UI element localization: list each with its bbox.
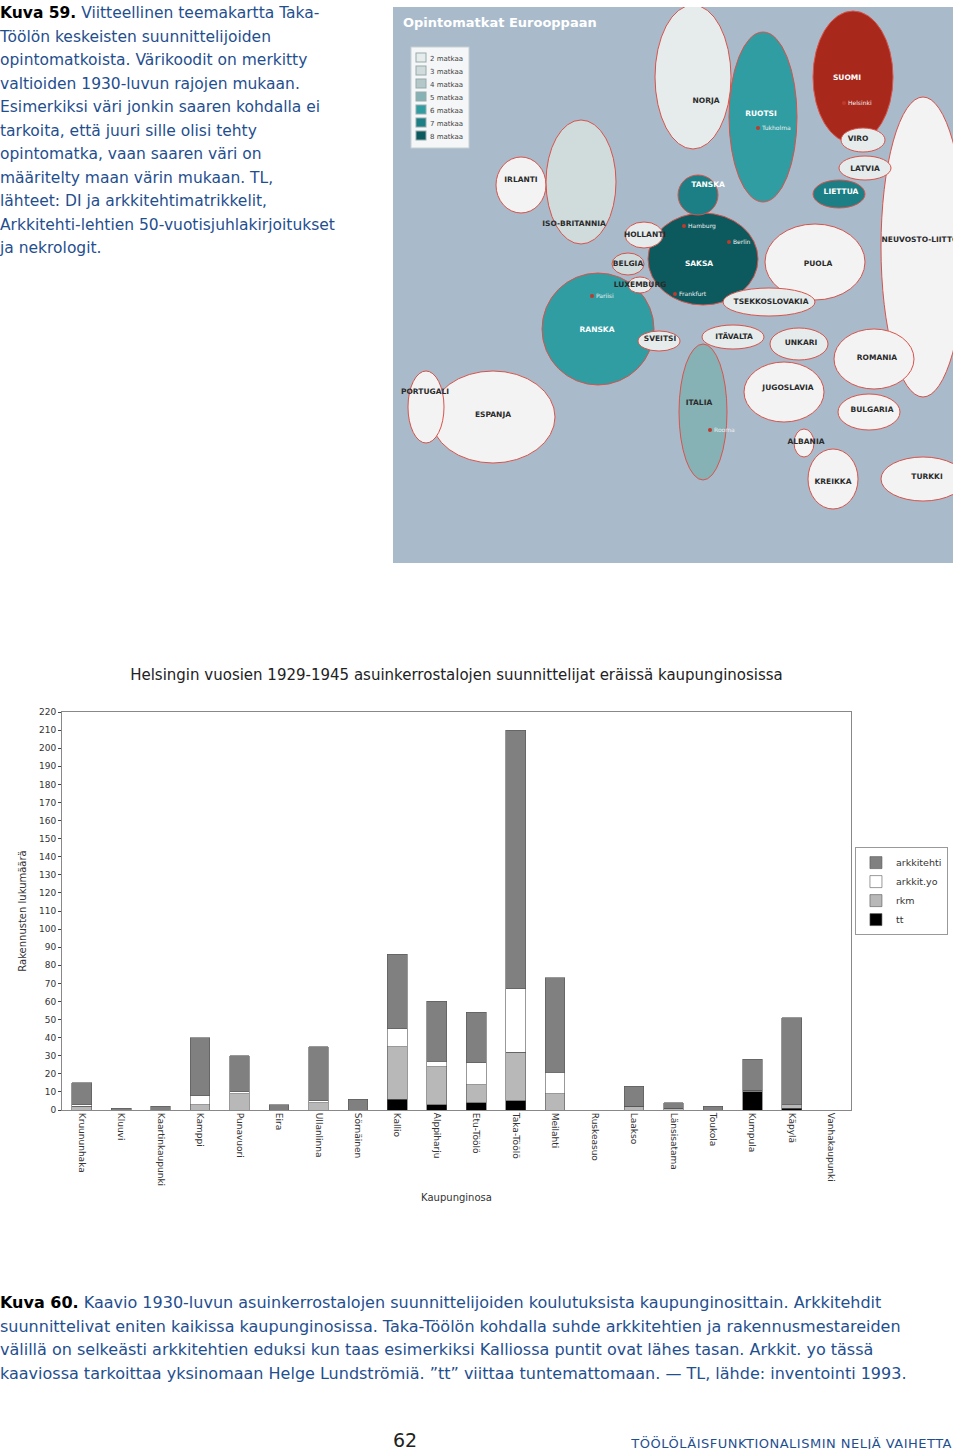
svg-text:Toukola: Toukola [708, 1112, 718, 1147]
svg-text:Kaupunginosa: Kaupunginosa [421, 1192, 492, 1203]
svg-text:Ruskeasuo: Ruskeasuo [590, 1113, 600, 1162]
svg-text:arkkitehti: arkkitehti [896, 857, 941, 868]
svg-text:220: 220 [39, 707, 56, 717]
svg-text:Helsingin vuosien 1929-1945 as: Helsingin vuosien 1929-1945 asuinkerrost… [130, 666, 783, 684]
svg-text:SVEITSI: SVEITSI [644, 334, 677, 343]
svg-text:RANSKA: RANSKA [580, 325, 615, 334]
html-text:Kuva 60. Kaavio 1930-luvun asu: Kuva 60. Kaavio 1930-luvun asuinkerrosta… [0, 1293, 907, 1383]
svg-text:LUXEMBURG: LUXEMBURG [614, 280, 667, 289]
svg-text:SUOMI: SUOMI [833, 73, 861, 82]
svg-text:110: 110 [39, 906, 56, 916]
svg-text:Laakso: Laakso [629, 1113, 639, 1145]
svg-text:ROMANIA: ROMANIA [857, 353, 897, 362]
svg-text:RUOTSI: RUOTSI [745, 109, 777, 118]
svg-text:40: 40 [45, 1033, 57, 1043]
svg-text:VIRO: VIRO [848, 134, 869, 143]
svg-text:SAKSA: SAKSA [685, 259, 713, 268]
svg-text:Alppiharju: Alppiharju [432, 1113, 442, 1159]
svg-text:Meilahti: Meilahti [550, 1113, 560, 1149]
svg-text:NEUVOSTO-LIITTO: NEUVOSTO-LIITTO [882, 235, 953, 244]
svg-text:Länsisatama: Länsisatama [669, 1113, 679, 1170]
svg-text:TURKKI: TURKKI [911, 472, 943, 481]
svg-text:Frankfurt: Frankfurt [679, 290, 707, 297]
svg-text:NORJA: NORJA [692, 96, 719, 105]
svg-text:80: 80 [45, 960, 57, 970]
svg-text:200: 200 [39, 743, 56, 753]
svg-text:Berlin: Berlin [733, 238, 751, 245]
svg-text:Kallio: Kallio [392, 1113, 402, 1138]
svg-text:TANSKA: TANSKA [691, 180, 725, 189]
svg-text:Opintomatkat Eurooppaan: Opintomatkat Eurooppaan [403, 15, 597, 30]
svg-text:ESPANJA: ESPANJA [475, 410, 511, 419]
svg-text:Sörnäinen: Sörnäinen [353, 1113, 363, 1158]
svg-text:Pariisi: Pariisi [596, 292, 614, 299]
svg-text:150: 150 [39, 834, 56, 844]
html-text:Kuva 59. Viitteellinen teemaka: Kuva 59. Viitteellinen teemakartta Taka-… [0, 4, 335, 257]
svg-text:Käpylä: Käpylä [787, 1113, 797, 1143]
svg-text:ISO-BRITANNIA: ISO-BRITANNIA [542, 219, 606, 228]
svg-text:120: 120 [39, 888, 56, 898]
svg-text:arkkit.yo: arkkit.yo [896, 876, 938, 887]
svg-text:4 matkaa: 4 matkaa [430, 81, 463, 89]
svg-text:90: 90 [45, 942, 57, 952]
svg-text:20: 20 [45, 1069, 57, 1079]
svg-text:30: 30 [45, 1051, 57, 1061]
svg-text:Vanhakaupunki: Vanhakaupunki [826, 1113, 836, 1182]
svg-text:ITÄVALTA: ITÄVALTA [715, 332, 753, 341]
svg-text:Ullanlinna: Ullanlinna [314, 1113, 324, 1158]
svg-text:3 matkaa: 3 matkaa [430, 68, 463, 76]
svg-text:Tukholma: Tukholma [761, 124, 791, 131]
svg-text:Hamburg: Hamburg [688, 222, 716, 230]
svg-text:190: 190 [39, 761, 56, 771]
svg-text:HOLLANTI: HOLLANTI [624, 230, 666, 239]
svg-text:LATVIA: LATVIA [850, 164, 880, 173]
svg-text:2 matkaa: 2 matkaa [430, 55, 463, 63]
svg-text:Rakennusten lukumäärä: Rakennusten lukumäärä [17, 850, 28, 971]
svg-text:Punavuori: Punavuori [235, 1113, 245, 1158]
svg-text:10: 10 [45, 1087, 57, 1097]
svg-text:PORTUGALI: PORTUGALI [401, 387, 449, 396]
svg-text:7 matkaa: 7 matkaa [430, 120, 463, 128]
svg-text:170: 170 [39, 798, 56, 808]
svg-text:130: 130 [39, 870, 56, 880]
svg-text:60: 60 [45, 997, 57, 1007]
svg-text:JUGOSLAVIA: JUGOSLAVIA [761, 383, 813, 392]
svg-text:Taka-Töölö: Taka-Töölö [511, 1112, 521, 1159]
svg-text:ALBANIA: ALBANIA [788, 437, 825, 446]
svg-text:Kamppi: Kamppi [195, 1113, 205, 1147]
svg-text:UNKARI: UNKARI [785, 338, 818, 347]
svg-text:0: 0 [50, 1105, 56, 1115]
svg-text:Kruununhaka: Kruununhaka [77, 1113, 87, 1173]
svg-text:Kaartinkaupunki: Kaartinkaupunki [156, 1113, 166, 1186]
svg-text:Etu-Töölö: Etu-Töölö [471, 1113, 481, 1154]
svg-text:BELGIA: BELGIA [613, 259, 644, 268]
svg-text:210: 210 [39, 725, 56, 735]
svg-text:100: 100 [39, 924, 56, 934]
svg-text:50: 50 [45, 1015, 57, 1025]
svg-text:IRLANTI: IRLANTI [504, 175, 538, 184]
svg-text:Kluuvi: Kluuvi [116, 1113, 126, 1141]
svg-text:BULGARIA: BULGARIA [851, 405, 894, 414]
svg-text:rkm: rkm [896, 895, 915, 906]
svg-text:LIETTUA: LIETTUA [824, 187, 859, 196]
svg-text:6 matkaa: 6 matkaa [430, 107, 463, 115]
svg-text:Eira: Eira [274, 1113, 284, 1130]
svg-text:Kumpula: Kumpula [747, 1113, 757, 1152]
svg-text:TSEKKOSLOVAKIA: TSEKKOSLOVAKIA [734, 297, 809, 306]
svg-text:70: 70 [45, 979, 57, 989]
svg-text:KREIKKA: KREIKKA [815, 477, 852, 486]
svg-text:160: 160 [39, 816, 56, 826]
svg-text:tt: tt [896, 914, 904, 925]
svg-text:Rooma: Rooma [714, 426, 735, 433]
svg-text:5 matkaa: 5 matkaa [430, 94, 463, 102]
svg-text:PUOLA: PUOLA [804, 259, 833, 268]
svg-text:180: 180 [39, 780, 56, 790]
svg-text:Helsinki: Helsinki [848, 99, 872, 106]
svg-text:140: 140 [39, 852, 56, 862]
svg-text:8 matkaa: 8 matkaa [430, 133, 463, 141]
svg-text:ITALIA: ITALIA [686, 398, 713, 407]
